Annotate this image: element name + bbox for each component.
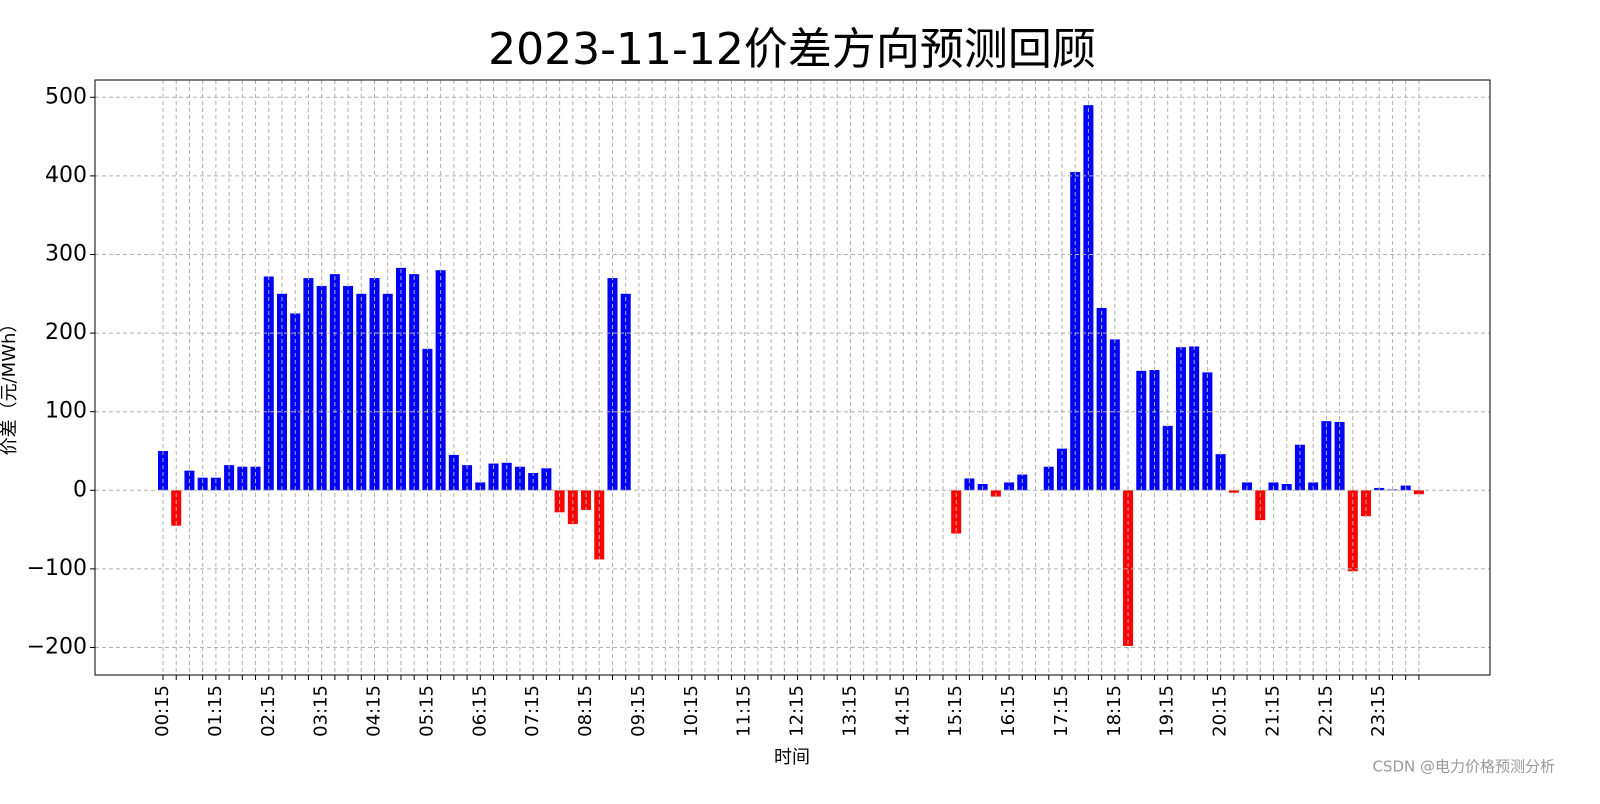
x-tick-label: 14:15 [892,685,913,737]
x-tick-label: 01:15 [205,685,226,737]
chart-title: 2023-11-12价差方向预测回顾 [488,24,1096,75]
plot-frame [94,79,1491,676]
bar [620,293,631,491]
x-tick-label: 17:15 [1051,685,1072,737]
bar [1070,171,1081,491]
bar [356,293,367,491]
x-tick-label: 10:15 [681,685,702,737]
bar [197,477,208,491]
y-tick-label: 200 [45,320,87,345]
bar [224,465,235,491]
bar [1096,307,1107,491]
x-tick-label: 12:15 [787,685,808,737]
y-tick-label: 500 [45,84,87,109]
x-tick-label: 03:15 [311,685,332,737]
y-tick-label: 300 [45,241,87,266]
x-tick-label: 04:15 [364,685,385,737]
y-tick-label: 100 [45,399,87,424]
bar [1228,490,1239,493]
bar [210,477,221,491]
bar [435,270,446,491]
y-tick-label: −200 [27,634,87,659]
bar [1334,421,1345,491]
x-tick-label: 08:15 [575,685,596,737]
bar [1255,490,1266,521]
bar [1413,490,1424,495]
bar [1321,421,1332,491]
bar [514,466,525,491]
y-tick-label: 0 [73,477,87,502]
bar [1123,490,1134,646]
bar [951,490,962,534]
bar [1109,339,1120,491]
x-tick-label: 23:15 [1368,685,1389,737]
x-tick-label: 15:15 [945,685,966,737]
x-axis-label: 时间 [774,747,810,768]
x-tick-label: 21:15 [1262,685,1283,737]
bar [276,293,287,491]
x-tick-label: 05:15 [416,685,437,737]
y-tick-label: −100 [27,556,87,581]
x-tick-label: 09:15 [628,685,649,737]
x-tick-label: 20:15 [1210,685,1231,737]
bar [501,462,512,491]
x-tick-label: 07:15 [522,685,543,737]
y-axis-label: 价差（元/MWh） [0,315,20,456]
bar [395,267,406,491]
bar [237,466,248,491]
bar [1056,448,1067,491]
bar [250,466,261,491]
bar [158,450,168,491]
bar [290,313,301,491]
watermark: CSDN @电力价格预测分析 [1372,758,1555,776]
bar [1043,466,1054,491]
x-tick-label: 19:15 [1157,685,1178,737]
x-tick-label: 16:15 [998,685,1019,737]
x-tick-label: 02:15 [258,685,279,737]
x-tick-label: 18:15 [1104,685,1125,737]
x-tick-label: 11:15 [734,685,755,737]
bar [462,465,473,491]
x-tick-label: 06:15 [469,685,490,737]
x-tick-label: 22:15 [1315,685,1336,737]
bar [488,463,499,491]
x-tick-label: 00:15 [152,685,173,737]
bar [964,478,975,491]
y-tick-label: 400 [45,163,87,188]
bar [382,293,393,491]
x-tick-label: 13:15 [839,685,860,737]
